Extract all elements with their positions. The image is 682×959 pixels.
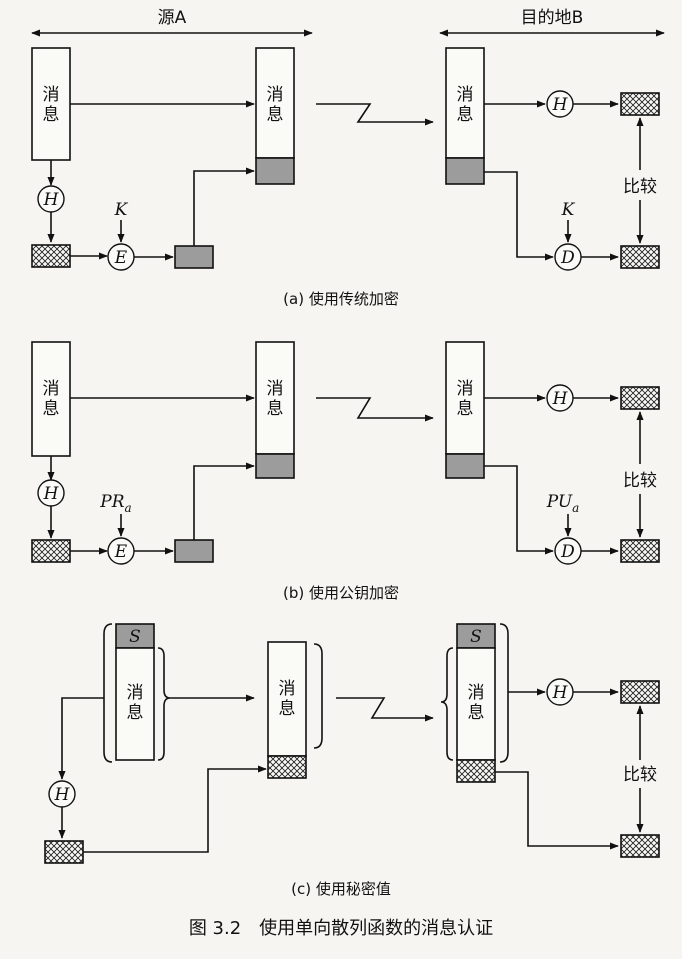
- private-key-label: PRa: [99, 492, 131, 515]
- message-box-received-c: [456, 647, 496, 761]
- figure-title: 图 3.2 使用单向散列函数的消息认证: [189, 918, 493, 939]
- message-text: 消息: [267, 379, 284, 419]
- left-brace: [440, 647, 454, 761]
- hash-label: H: [54, 785, 71, 805]
- hash-label: H: [552, 95, 569, 115]
- panel-c: S 消息 H 消息 S 消息 H 比较 (c: [44, 623, 660, 898]
- decrypted-hash-box: [620, 539, 660, 563]
- hash-label: H: [552, 683, 569, 703]
- message-box-received-a: [445, 47, 485, 159]
- message-text: 消息: [43, 379, 60, 419]
- encrypt-label: E: [114, 542, 128, 562]
- panel-b: 消息 消息 H E PRa 消息 H D PUa: [31, 341, 660, 602]
- left-brace: [103, 623, 113, 763]
- compare-label: 比较: [623, 471, 657, 491]
- compare-label: 比较: [623, 765, 657, 785]
- right-brace: [313, 643, 323, 749]
- right-brace: [499, 623, 509, 763]
- secret-label: S: [470, 627, 482, 647]
- hash-label: H: [43, 190, 60, 210]
- hash-value-box: [456, 759, 496, 783]
- dest-label: 目的地B: [521, 8, 584, 28]
- right-brace: [157, 647, 171, 761]
- encrypted-hash-box: [174, 539, 214, 563]
- encrypt-label: E: [114, 248, 128, 268]
- message-text: 消息: [457, 379, 474, 419]
- decrypted-hash-box: [620, 245, 660, 269]
- message-box-source-b: [31, 341, 71, 457]
- hash-value-box: [267, 755, 307, 779]
- public-key-label: PUa: [546, 492, 580, 515]
- hash-value-box: [31, 539, 71, 563]
- encrypted-hash-box: [255, 157, 295, 185]
- caption-a: (a) 使用传统加密: [283, 290, 399, 308]
- caption-c: (c) 使用秘密值: [291, 880, 391, 898]
- message-box-source-c: [115, 647, 155, 761]
- hash-value-box: [44, 840, 84, 864]
- message-text: 消息: [468, 683, 485, 723]
- message-box-sent-b: [255, 341, 295, 455]
- transmission-arrow: [316, 397, 434, 422]
- computed-hash-box: [620, 386, 660, 410]
- transmission-arrow: [316, 103, 434, 126]
- header: 源A 目的地B: [31, 8, 665, 37]
- encrypted-hash-box: [445, 453, 485, 479]
- caption-b: (b) 使用公钥加密: [283, 584, 399, 602]
- hash-value-box: [31, 244, 71, 268]
- key-label: K: [561, 200, 576, 220]
- secret-box: [115, 623, 155, 649]
- hash-label: H: [552, 389, 569, 409]
- message-text: 消息: [267, 85, 284, 125]
- transmission-arrow: [336, 697, 434, 722]
- encrypted-hash-box: [174, 245, 214, 269]
- panel-a: 消息 消息 H E K 消息 H D K: [31, 47, 660, 308]
- encrypted-hash-box: [255, 453, 295, 479]
- compare-label: 比较: [623, 177, 657, 197]
- message-box-sent-a: [255, 47, 295, 159]
- hash-label: H: [43, 484, 60, 504]
- computed-hash-box: [620, 92, 660, 116]
- message-text: 消息: [457, 85, 474, 125]
- decrypt-label: D: [560, 248, 575, 268]
- received-hash-box: [620, 834, 660, 858]
- computed-hash-box: [620, 680, 660, 704]
- key-label: K: [114, 200, 129, 220]
- message-text: 消息: [43, 85, 60, 125]
- source-label: 源A: [158, 8, 187, 28]
- secret-label: S: [129, 627, 141, 647]
- decrypt-label: D: [560, 542, 575, 562]
- message-box-sent-c: [267, 641, 307, 757]
- encrypted-hash-box: [445, 157, 485, 185]
- message-text: 消息: [127, 683, 144, 723]
- message-text: 消息: [279, 679, 296, 719]
